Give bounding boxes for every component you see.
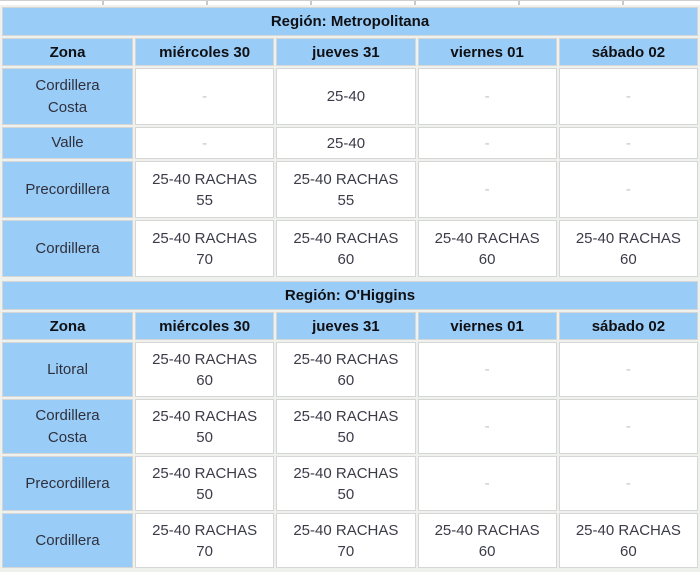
- region-title: Región: O'Higgins: [2, 281, 698, 310]
- zone-label: Cordillera: [2, 513, 133, 568]
- zone-label: Cordillera Costa: [2, 399, 133, 454]
- forecast-value-cell: 25-40 RACHAS 50: [135, 456, 275, 511]
- region-header-row: Región: O'Higgins: [2, 281, 698, 310]
- column-header-day2: jueves 31: [276, 312, 416, 340]
- forecast-value-cell: 25-40 RACHAS 50: [276, 399, 416, 454]
- table-row: Cordillera Costa - 25-40 - -: [2, 68, 698, 125]
- forecast-value-cell: 25-40 RACHAS 60: [276, 220, 416, 277]
- column-header-row: Zona miércoles 30 jueves 31 viernes 01 s…: [2, 312, 698, 340]
- empty-forecast-cell: -: [135, 68, 275, 125]
- forecast-value-cell: 25-40 RACHAS 50: [135, 399, 275, 454]
- table-row: Cordillera Costa 25-40 RACHAS 50 25-40 R…: [2, 399, 698, 454]
- empty-forecast-cell: -: [417, 399, 557, 454]
- table-row: Cordillera 25-40 RACHAS 70 25-40 RACHAS …: [2, 513, 698, 568]
- column-header-zona: Zona: [2, 312, 133, 340]
- previous-table-cutoff-row: [0, 0, 700, 5]
- forecast-value-cell: 25-40 RACHAS 60: [558, 513, 698, 568]
- zone-label: Cordillera Costa: [2, 68, 133, 125]
- empty-forecast-cell: -: [558, 68, 698, 125]
- column-header-zona: Zona: [2, 38, 133, 66]
- empty-forecast-cell: -: [417, 127, 557, 159]
- region-header-row: Región: Metropolitana: [2, 7, 698, 36]
- empty-forecast-cell: -: [135, 127, 275, 159]
- empty-forecast-cell: -: [558, 399, 698, 454]
- forecast-value-cell: 25-40 RACHAS 60: [135, 342, 275, 397]
- table-row: Cordillera 25-40 RACHAS 70 25-40 RACHAS …: [2, 220, 698, 277]
- forecast-value-cell: 25-40 RACHAS 70: [276, 513, 416, 568]
- forecast-value-cell: 25-40 RACHAS 70: [135, 220, 275, 277]
- zone-label: Cordillera: [2, 220, 133, 277]
- region-title: Región: Metropolitana: [2, 7, 698, 36]
- column-header-day4: sábado 02: [558, 312, 698, 340]
- forecast-value-cell: 25-40 RACHAS 60: [558, 220, 698, 277]
- column-header-row: Zona miércoles 30 jueves 31 viernes 01 s…: [2, 38, 698, 66]
- column-header-day3: viernes 01: [417, 312, 557, 340]
- zone-label: Litoral: [2, 342, 133, 397]
- forecast-value-cell: 25-40: [276, 127, 416, 159]
- forecast-value-cell: 25-40 RACHAS 60: [276, 342, 416, 397]
- forecast-value-cell: 25-40 RACHAS 55: [276, 161, 416, 218]
- column-header-day4: sábado 02: [558, 38, 698, 66]
- forecast-value-cell: 25-40 RACHAS 50: [276, 456, 416, 511]
- forecast-value-cell: 25-40 RACHAS 60: [417, 220, 557, 277]
- empty-forecast-cell: -: [417, 68, 557, 125]
- empty-forecast-cell: -: [558, 161, 698, 218]
- zone-label: Precordillera: [2, 456, 133, 511]
- table-row: Valle - 25-40 - -: [2, 127, 698, 159]
- zone-label: Valle: [2, 127, 133, 159]
- region-table-metropolitana: Región: Metropolitana Zona miércoles 30 …: [0, 5, 700, 279]
- empty-forecast-cell: -: [417, 161, 557, 218]
- column-header-day2: jueves 31: [276, 38, 416, 66]
- forecast-value-cell: 25-40 RACHAS 55: [135, 161, 275, 218]
- empty-forecast-cell: -: [558, 127, 698, 159]
- table-row: Litoral 25-40 RACHAS 60 25-40 RACHAS 60 …: [2, 342, 698, 397]
- empty-forecast-cell: -: [558, 456, 698, 511]
- table-row: Precordillera 25-40 RACHAS 55 25-40 RACH…: [2, 161, 698, 218]
- column-header-day1: miércoles 30: [135, 38, 275, 66]
- forecast-value-cell: 25-40 RACHAS 70: [135, 513, 275, 568]
- region-table-ohiggins: Región: O'Higgins Zona miércoles 30 juev…: [0, 279, 700, 570]
- empty-forecast-cell: -: [417, 456, 557, 511]
- forecast-value-cell: 25-40 RACHAS 60: [417, 513, 557, 568]
- empty-forecast-cell: -: [417, 342, 557, 397]
- forecast-value-cell: 25-40: [276, 68, 416, 125]
- zone-label: Precordillera: [2, 161, 133, 218]
- table-row: Precordillera 25-40 RACHAS 50 25-40 RACH…: [2, 456, 698, 511]
- column-header-day3: viernes 01: [417, 38, 557, 66]
- column-header-day1: miércoles 30: [135, 312, 275, 340]
- empty-forecast-cell: -: [558, 342, 698, 397]
